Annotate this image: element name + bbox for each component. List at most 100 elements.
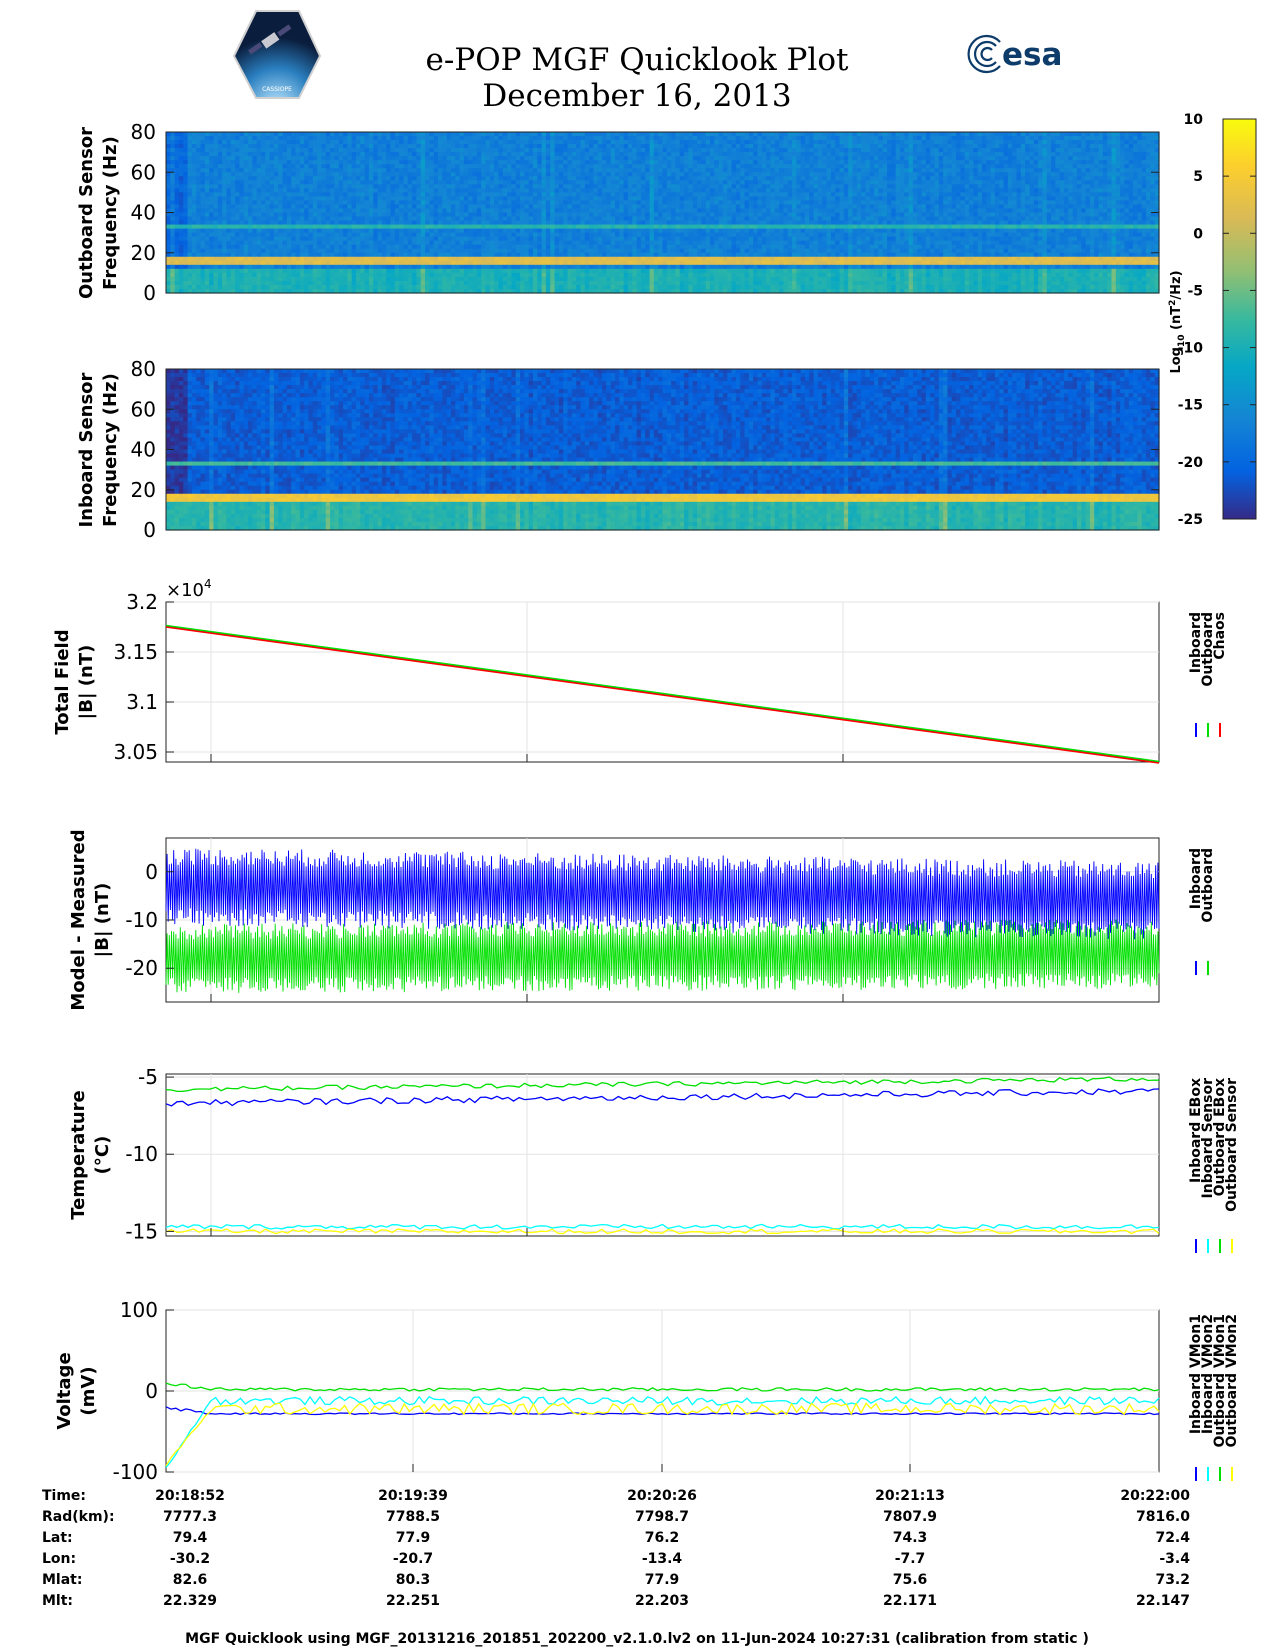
spectrogram-cell: [269, 160, 275, 165]
spectrogram-cell: [589, 204, 595, 210]
spectrogram-cell: [627, 188, 633, 193]
spectrogram-cell: [399, 140, 405, 145]
spectrogram-cell: [213, 164, 219, 169]
spectrogram-cell: [481, 156, 487, 161]
spectrogram-cell: [191, 180, 197, 185]
spectrogram-cell: [602, 148, 607, 153]
spectrogram-cell: [304, 168, 310, 173]
spectrogram-cell: [321, 180, 327, 185]
spectrogram-cell: [619, 192, 625, 198]
spectrogram-cell: [938, 152, 944, 157]
spectrogram-cell: [222, 152, 228, 157]
spectrogram-cell: [882, 188, 888, 193]
spectrogram-cell: [1102, 144, 1108, 149]
spectrogram-cell: [1076, 192, 1082, 198]
spectrogram-cell: [856, 196, 862, 202]
spectrogram-cell: [1025, 196, 1031, 202]
spectrogram-cell: [343, 160, 348, 165]
spectrogram-cell: [1033, 196, 1039, 202]
spectrogram-cell: [394, 144, 400, 149]
spectrogram-cell: [714, 144, 720, 149]
spectrogram-cell: [727, 140, 733, 145]
spectrogram-cell: [1068, 164, 1074, 169]
spectrogram-cell: [1020, 168, 1026, 173]
spectrogram-cell: [796, 136, 802, 141]
spectrogram-cell: [1120, 200, 1126, 206]
spectrogram-cell: [640, 192, 646, 198]
spectrogram-cell: [295, 196, 301, 202]
spectrogram-cell: [899, 140, 905, 145]
spectrogram-cell: [632, 148, 638, 153]
spectrogram-cell: [917, 180, 923, 185]
spectrogram-cell: [930, 192, 936, 198]
spectrogram-cell: [373, 216, 379, 222]
spectrogram-cell: [1051, 164, 1056, 169]
spectrogram-cell: [1042, 144, 1048, 149]
spectrogram-cell: [869, 132, 875, 137]
spectrogram-cell: [1115, 140, 1121, 145]
spectrogram-cell: [658, 144, 664, 149]
spectrogram-cell: [256, 172, 262, 177]
spectrogram-cell: [1033, 200, 1039, 206]
spectrogram-cell: [606, 204, 612, 210]
spectrogram-cell: [269, 184, 275, 189]
spectrogram-cell: [744, 208, 750, 214]
spectrogram-cell: [200, 192, 206, 198]
spectrogram-cell: [299, 184, 305, 189]
spectrogram-cell: [1064, 200, 1069, 206]
spectrogram-cell: [325, 136, 331, 141]
spectrogram-cell: [273, 192, 279, 198]
spectrogram-cell: [843, 144, 849, 149]
spectrogram-cell: [450, 172, 456, 177]
spectrogram-cell: [243, 212, 249, 218]
spectrogram-cell: [1141, 136, 1147, 141]
spectrogram-cell: [295, 132, 301, 137]
spectrogram-cell: [412, 204, 418, 210]
spectrogram-cell: [425, 212, 430, 218]
spectrogram-cell: [265, 192, 271, 198]
spectrogram-cell: [260, 164, 266, 169]
spectrogram-cell: [321, 152, 327, 157]
spectrogram-cell: [1055, 192, 1061, 198]
spectrogram-cell: [196, 180, 202, 185]
spectrogram-cell: [887, 200, 892, 206]
spectrogram-cell: [187, 132, 193, 137]
spectrogram-cell: [230, 156, 236, 161]
spectrogram-cell: [744, 148, 750, 153]
spectrogram-cell: [174, 204, 180, 210]
spectrogram-cell: [377, 148, 383, 153]
spectrogram-cell: [938, 208, 944, 214]
spectrogram-cell: [412, 136, 418, 141]
spectrogram-cell: [355, 132, 361, 137]
spectrogram-cell: [930, 180, 936, 185]
spectrogram-cell: [930, 200, 936, 206]
spectrogram-cell: [166, 140, 171, 145]
spectrogram-cell: [757, 140, 763, 145]
spectrogram-cell: [191, 160, 197, 165]
spectrogram-cell: [990, 184, 996, 189]
spectrogram-cell: [779, 172, 784, 177]
spectrogram-cell: [1089, 192, 1095, 198]
spectrogram-cell: [438, 188, 443, 193]
spectrogram-cell: [282, 140, 288, 145]
spectrogram-cell: [558, 180, 564, 185]
spectrogram-cell: [476, 212, 482, 218]
spectrogram-cell: [1072, 136, 1078, 141]
spectrogram-cell: [930, 188, 936, 193]
spectrogram-cell: [377, 132, 383, 137]
spectrogram-cell: [878, 140, 884, 145]
spectrogram-cell: [856, 160, 862, 165]
spectrogram-cell: [528, 140, 534, 145]
spectrogram-cell: [1033, 152, 1039, 157]
spectrogram-cell: [282, 192, 288, 198]
spectrogram-cell: [532, 160, 538, 165]
spectrogram-cell: [649, 148, 655, 153]
spectrogram-cell: [688, 200, 694, 206]
spectrogram-cell: [990, 192, 996, 198]
spectrogram-cell: [239, 152, 245, 157]
spectrogram-cell: [183, 200, 189, 206]
spectrogram-cell: [809, 132, 815, 137]
spectrogram-cell: [835, 140, 841, 145]
spectrogram-cell: [308, 148, 314, 153]
spectrogram-cell: [528, 148, 534, 153]
